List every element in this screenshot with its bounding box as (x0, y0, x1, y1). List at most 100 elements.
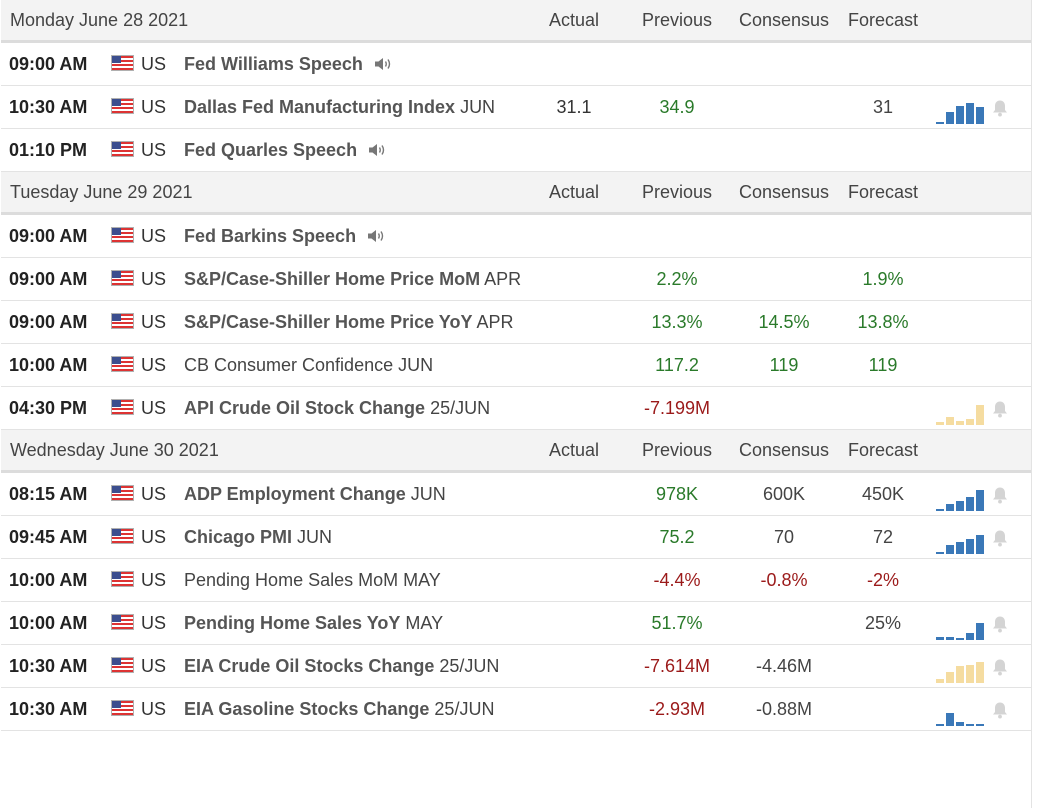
event-previous: -7.614M (622, 644, 733, 688)
event-alert-cell[interactable] (992, 128, 1033, 172)
event-name-cell[interactable]: EIA Crude Oil Stocks Change 25/JUN (184, 644, 527, 688)
event-chart-cell[interactable] (930, 85, 993, 129)
event-row[interactable]: 09:00 AM US Fed Barkins Speech (1, 213, 1033, 258)
history-bar-chart[interactable] (936, 97, 986, 124)
event-name-link[interactable]: Fed Barkins Speech (184, 226, 357, 246)
event-forecast (836, 687, 931, 731)
event-name-link[interactable]: Pending Home Sales YoY (184, 613, 401, 633)
history-bar (976, 490, 985, 511)
event-name-cell[interactable]: Dallas Fed Manufacturing Index JUN (184, 85, 527, 129)
event-forecast: 1.9% (836, 257, 931, 301)
event-row[interactable]: 10:00 AM US CB Consumer Confidence JUN 1… (1, 343, 1033, 387)
history-bar-chart[interactable] (936, 613, 986, 640)
event-alert-cell[interactable] (992, 386, 1033, 430)
event-name-link[interactable]: CB Consumer Confidence (184, 355, 394, 375)
event-name-link[interactable]: S&P/Case-Shiller Home Price YoY (184, 312, 473, 332)
event-name-cell[interactable]: CB Consumer Confidence JUN (184, 343, 527, 387)
event-row[interactable]: 04:30 PM US API Crude Oil Stock Change 2… (1, 386, 1033, 430)
event-row[interactable]: 10:00 AM US Pending Home Sales MoM MAY -… (1, 558, 1033, 602)
event-name-cell[interactable]: Pending Home Sales YoY MAY (184, 601, 527, 645)
speaker-icon[interactable] (374, 57, 392, 71)
event-row[interactable]: 09:00 AM US S&P/Case-Shiller Home Price … (1, 300, 1033, 344)
event-alert-cell[interactable] (992, 687, 1033, 731)
event-chart-cell[interactable] (930, 471, 993, 516)
event-chart-cell[interactable] (930, 213, 993, 258)
bell-icon[interactable] (992, 658, 1008, 676)
event-name-link[interactable]: ADP Employment Change (184, 484, 406, 504)
history-bar-chart[interactable] (936, 656, 986, 683)
event-chart-cell[interactable] (930, 386, 993, 430)
event-name-link[interactable]: EIA Gasoline Stocks Change (184, 699, 430, 719)
event-alert-cell[interactable] (992, 213, 1033, 258)
event-consensus: 70 (732, 515, 837, 559)
event-name-cell[interactable]: ADP Employment Change JUN (184, 471, 527, 516)
day-header: Tuesday June 29 2021 Actual Previous Con… (1, 171, 1033, 215)
event-row[interactable]: 01:10 PM US Fed Quarles Speech (1, 128, 1033, 172)
event-row[interactable]: 10:30 AM US Dallas Fed Manufacturing Ind… (1, 85, 1033, 129)
event-row[interactable]: 09:00 AM US S&P/Case-Shiller Home Price … (1, 257, 1033, 301)
history-bar-chart[interactable] (936, 484, 986, 511)
event-alert-cell[interactable] (992, 41, 1033, 86)
event-name-cell[interactable]: Fed Quarles Speech (184, 128, 527, 172)
event-name-link[interactable]: Fed Quarles Speech (184, 140, 358, 160)
bell-icon[interactable] (992, 99, 1008, 117)
event-chart-cell[interactable] (930, 601, 993, 645)
event-chart-cell[interactable] (930, 644, 993, 688)
event-time: 01:10 PM (1, 128, 111, 172)
event-alert-cell[interactable] (992, 601, 1033, 645)
event-name-link[interactable]: S&P/Case-Shiller Home Price MoM (184, 269, 481, 289)
event-name-link[interactable]: API Crude Oil Stock Change (184, 398, 426, 418)
speaker-icon[interactable] (367, 229, 385, 243)
event-country-cell: US (111, 213, 184, 258)
event-row[interactable]: 10:30 AM US EIA Gasoline Stocks Change 2… (1, 687, 1033, 731)
event-chart-cell[interactable] (930, 343, 993, 387)
event-row[interactable]: 09:00 AM US Fed Williams Speech (1, 41, 1033, 86)
event-name-cell[interactable]: API Crude Oil Stock Change 25/JUN (184, 386, 527, 430)
event-alert-cell[interactable] (992, 300, 1033, 344)
history-bar-chart[interactable] (936, 527, 986, 554)
event-time: 08:15 AM (1, 471, 111, 516)
speaker-icon[interactable] (368, 143, 386, 157)
event-name-cell[interactable]: S&P/Case-Shiller Home Price MoM APR (184, 257, 527, 301)
event-chart-cell[interactable] (930, 128, 993, 172)
bell-icon[interactable] (992, 615, 1008, 633)
event-name-cell[interactable]: EIA Gasoline Stocks Change 25/JUN (184, 687, 527, 731)
event-name-link[interactable]: Pending Home Sales MoM (184, 570, 399, 590)
event-alert-cell[interactable] (992, 644, 1033, 688)
bell-icon[interactable] (992, 400, 1008, 418)
event-alert-cell[interactable] (992, 515, 1033, 559)
event-alert-cell[interactable] (992, 558, 1033, 602)
col-header-actual: Actual (526, 429, 623, 473)
event-chart-cell[interactable] (930, 687, 993, 731)
event-row[interactable]: 09:45 AM US Chicago PMI JUN 75.2 70 72 (1, 515, 1033, 559)
event-chart-cell[interactable] (930, 257, 993, 301)
event-row[interactable]: 10:00 AM US Pending Home Sales YoY MAY 5… (1, 601, 1033, 645)
history-bar-chart[interactable] (936, 398, 986, 425)
event-chart-cell[interactable] (930, 515, 993, 559)
history-bar-chart[interactable] (936, 699, 986, 726)
bell-icon[interactable] (992, 486, 1008, 504)
event-name-link[interactable]: Fed Williams Speech (184, 54, 363, 74)
event-name-link[interactable]: EIA Crude Oil Stocks Change (184, 656, 435, 676)
event-period: JUN (297, 527, 333, 547)
event-name-cell[interactable]: Pending Home Sales MoM MAY (184, 558, 527, 602)
event-chart-cell[interactable] (930, 41, 993, 86)
us-flag-icon (111, 485, 134, 501)
event-row[interactable]: 08:15 AM US ADP Employment Change JUN 97… (1, 471, 1033, 516)
event-name-link[interactable]: Chicago PMI (184, 527, 293, 547)
event-chart-cell[interactable] (930, 558, 993, 602)
bell-icon[interactable] (992, 529, 1008, 547)
event-name-cell[interactable]: S&P/Case-Shiller Home Price YoY APR (184, 300, 527, 344)
event-consensus (732, 386, 837, 430)
event-alert-cell[interactable] (992, 85, 1033, 129)
event-name-link[interactable]: Dallas Fed Manufacturing Index (184, 97, 456, 117)
event-name-cell[interactable]: Fed Barkins Speech (184, 213, 527, 258)
event-name-cell[interactable]: Fed Williams Speech (184, 41, 527, 86)
event-row[interactable]: 10:30 AM US EIA Crude Oil Stocks Change … (1, 644, 1033, 688)
event-name-cell[interactable]: Chicago PMI JUN (184, 515, 527, 559)
event-alert-cell[interactable] (992, 257, 1033, 301)
event-chart-cell[interactable] (930, 300, 993, 344)
bell-icon[interactable] (992, 701, 1008, 719)
event-alert-cell[interactable] (992, 471, 1033, 516)
event-alert-cell[interactable] (992, 343, 1033, 387)
